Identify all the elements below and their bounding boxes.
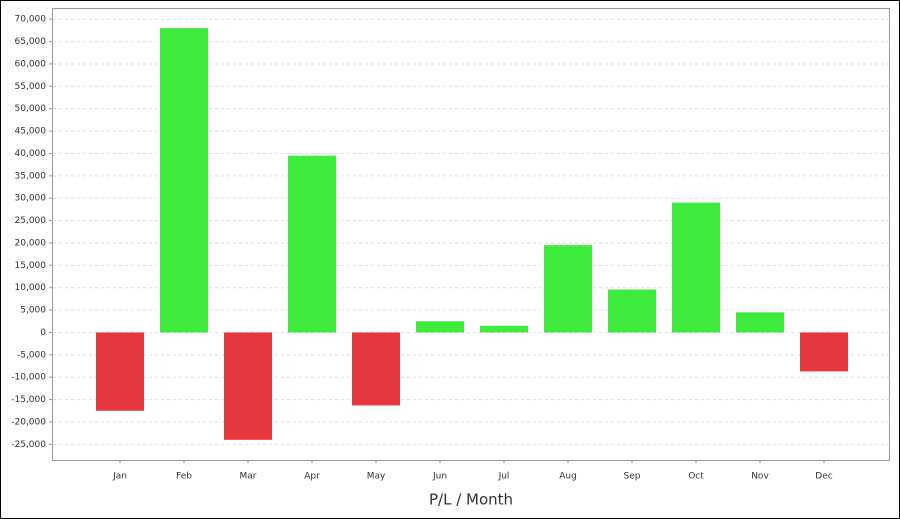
y-tick-label: 40,000 xyxy=(15,149,47,159)
x-tick-label: Mar xyxy=(240,472,257,482)
x-tick-label: Feb xyxy=(176,472,192,482)
x-tick-label: Oct xyxy=(688,472,704,482)
bar xyxy=(672,202,720,333)
y-tick-label: 0 xyxy=(40,328,46,338)
bar xyxy=(608,289,656,333)
bar xyxy=(416,321,464,333)
y-tick-label: 10,000 xyxy=(15,283,47,293)
y-tick-label: 20,000 xyxy=(15,238,47,248)
bar xyxy=(544,245,592,333)
y-tick-label: 45,000 xyxy=(15,127,47,137)
x-tick-label: Jan xyxy=(112,472,127,482)
y-tick-label: 65,000 xyxy=(15,37,47,47)
bar xyxy=(288,155,336,333)
bar xyxy=(224,332,272,440)
y-tick-label: 60,000 xyxy=(15,59,47,69)
y-tick-label: -25,000 xyxy=(11,440,46,450)
bar xyxy=(480,325,528,333)
y-tick-label: -10,000 xyxy=(11,373,46,383)
x-tick-label: Dec xyxy=(815,472,832,482)
x-tick-label: Jun xyxy=(432,472,447,482)
x-tick-label: Nov xyxy=(751,472,769,482)
y-tick-label: 55,000 xyxy=(15,82,47,92)
bar xyxy=(96,332,144,411)
y-tick-label: -15,000 xyxy=(11,395,46,405)
x-tick-label: Sep xyxy=(624,472,641,482)
y-tick-label: 70,000 xyxy=(15,15,47,25)
bar xyxy=(736,312,784,333)
y-tick-label: 30,000 xyxy=(15,194,47,204)
x-tick-label: Aug xyxy=(559,472,577,482)
x-axis-label: P/L / Month xyxy=(429,491,513,509)
y-tick-label: -20,000 xyxy=(11,417,46,427)
y-tick-label: 15,000 xyxy=(15,261,47,271)
x-tick-label: May xyxy=(367,472,386,482)
bar xyxy=(352,332,400,406)
bar xyxy=(160,28,208,333)
y-tick-label: 50,000 xyxy=(15,104,47,114)
y-tick-label: 25,000 xyxy=(15,216,47,226)
y-tick-label: 35,000 xyxy=(15,171,47,181)
y-tick-label: 5,000 xyxy=(20,306,46,316)
x-tick-label: Apr xyxy=(304,472,320,482)
bar xyxy=(800,332,848,372)
y-tick-label: -5,000 xyxy=(17,350,46,360)
x-tick-label: Jul xyxy=(498,472,510,482)
